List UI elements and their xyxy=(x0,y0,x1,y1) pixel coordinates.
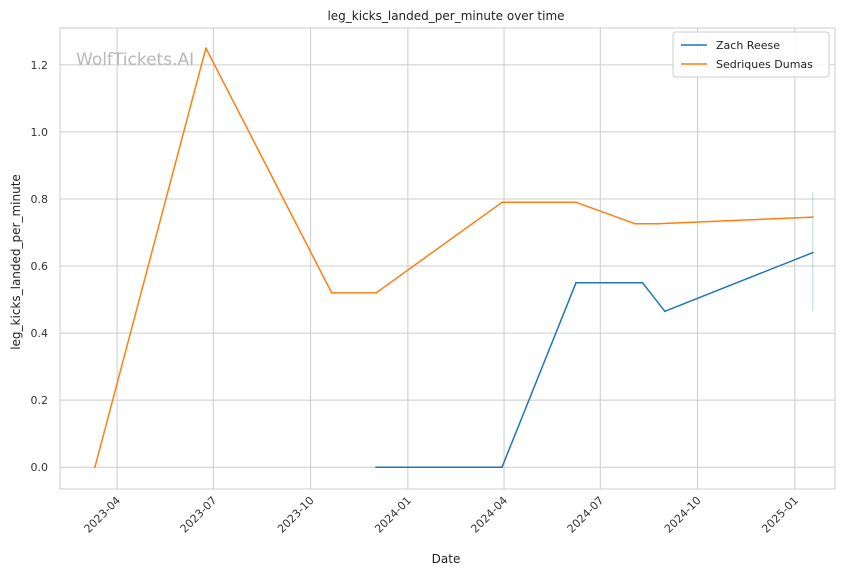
data-point-sedriques-dumas xyxy=(330,291,333,294)
legend-label-sedriques-dumas: Sedriques Dumas xyxy=(716,58,813,71)
y-axis-title: leg_kicks_landed_per_minute xyxy=(9,174,23,350)
data-point-sedriques-dumas xyxy=(501,201,503,204)
legend-label-zach-reese: Zach Reese xyxy=(716,39,780,52)
data-point-sedriques-dumas xyxy=(93,466,96,469)
data-point-sedriques-dumas xyxy=(375,291,378,294)
y-tick-label: 0.6 xyxy=(31,260,49,273)
y-tick-label: 1.2 xyxy=(31,59,49,72)
y-gridlines xyxy=(60,64,835,468)
data-point-sedriques-dumas xyxy=(575,201,577,204)
data-point-zach-reese xyxy=(501,466,503,469)
y-tick-label: 0.8 xyxy=(31,193,49,206)
y-tick-label: 0.2 xyxy=(31,394,49,407)
x-gridlines xyxy=(116,28,796,489)
data-point-sedriques-dumas xyxy=(656,222,659,225)
data-point-sedriques-dumas xyxy=(634,222,637,225)
series-line-zach-reese xyxy=(376,251,814,468)
plot-area-frame xyxy=(59,27,836,490)
x-axis-title: Date xyxy=(432,552,461,566)
data-point-zach-reese xyxy=(375,466,378,469)
legend: Zach Reese Sedriques Dumas xyxy=(672,31,830,78)
watermark: WolfTickets.AI xyxy=(76,50,194,70)
series-layer xyxy=(93,47,814,469)
data-point-zach-reese xyxy=(641,281,644,284)
data-point-zach-reese xyxy=(811,251,814,254)
data-point-sedriques-dumas xyxy=(811,216,814,218)
y-tick-label: 0.4 xyxy=(31,327,49,340)
data-point-zach-reese xyxy=(575,281,577,284)
y-axis-ticks: 0.0 0.2 0.4 0.6 0.8 1.0 1.2 xyxy=(31,59,49,474)
y-tick-label: 1.0 xyxy=(31,126,49,139)
chart-title: leg_kicks_landed_per_minute over time xyxy=(327,9,564,23)
y-tick-label: 0.0 xyxy=(31,461,49,474)
data-point-zach-reese xyxy=(663,310,666,313)
legend-box xyxy=(672,31,830,78)
data-point-sedriques-dumas xyxy=(205,47,207,50)
